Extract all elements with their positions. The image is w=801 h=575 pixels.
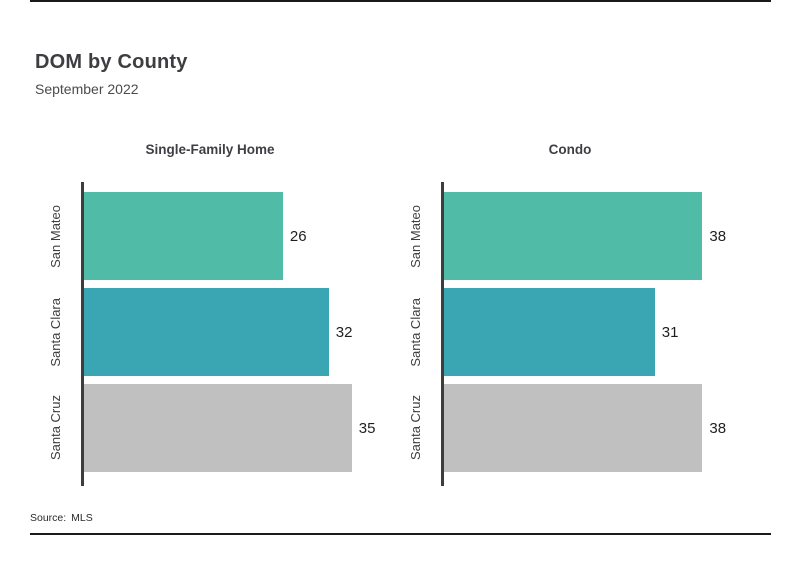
bar-row: 38 [444,384,750,472]
report-date: September 2022 [35,81,139,97]
chart-condo: Condo San Mateo Santa Clara Santa Cruz [390,142,750,486]
bottom-divider [30,533,771,535]
bar-value-label: 38 [709,227,727,245]
label-cell: Santa Cruz [30,384,81,472]
y-axis-label-santa-cruz: Santa Cruz [48,395,63,461]
report-header: DOM by County September 2022 [35,50,801,97]
y-axis-label-santa-clara: Santa Clara [408,297,423,367]
y-axis-label-san-mateo: San Mateo [48,204,63,268]
label-cell: San Mateo [390,192,441,280]
chart-body: San Mateo Santa Clara Santa Cruz 38 [390,182,750,486]
bar-santa-cruz [84,384,352,472]
bar-row: 38 [444,192,750,280]
y-axis-label-santa-cruz: Santa Cruz [408,395,423,461]
bar-row: 32 [84,288,390,376]
bar-value-label: 32 [335,323,353,341]
plot-area: 26 32 35 [81,182,390,486]
page-title: DOM by County [35,51,188,73]
source-note: Source: MLS [30,512,93,524]
chart-title: Single-Family Home [145,142,275,157]
bar-san-mateo [444,192,703,280]
plot-area: 38 31 38 [441,182,750,486]
y-axis-labels: San Mateo Santa Clara Santa Cruz [30,182,81,486]
label-cell: Santa Clara [30,288,81,376]
label-cell: Santa Clara [390,288,441,376]
label-cell: Santa Cruz [390,384,441,472]
bar-santa-clara [444,288,655,376]
bar-row: 35 [84,384,390,472]
top-divider [30,0,771,33]
bar-value-label: 26 [289,227,307,245]
bar-value-label: 38 [709,419,727,437]
chart-title: Condo [548,142,592,157]
bar-santa-cruz [444,384,703,472]
y-axis-label-santa-clara: Santa Clara [48,297,63,367]
y-axis-label-san-mateo: San Mateo [408,204,423,268]
charts-row: Single-Family Home San Mateo Santa Clara… [30,142,771,486]
bar-value-label: 31 [661,323,679,341]
y-axis-labels: San Mateo Santa Clara Santa Cruz [390,182,441,486]
bar-row: 26 [84,192,390,280]
bar-santa-clara [84,288,329,376]
bar-row: 31 [444,288,750,376]
chart-body: San Mateo Santa Clara Santa Cruz 26 [30,182,390,486]
chart-single-family-home: Single-Family Home San Mateo Santa Clara… [30,142,390,486]
bar-san-mateo [84,192,283,280]
bar-value-label: 35 [358,419,376,437]
label-cell: San Mateo [30,192,81,280]
